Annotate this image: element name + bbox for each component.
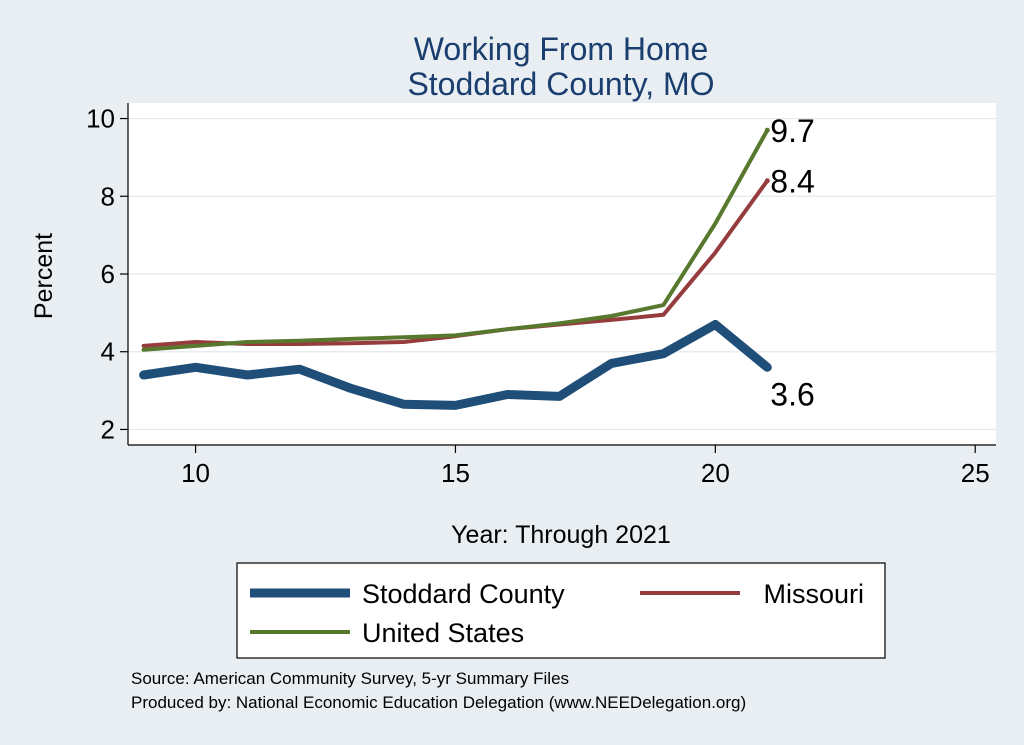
legend-label-missouri: Missouri <box>763 579 864 609</box>
series-line-united-states <box>141 128 770 352</box>
x-tick-label: 20 <box>701 458 730 488</box>
series-line-stoddard-county <box>139 320 772 410</box>
legend-items: Stoddard County Missouri United States <box>250 579 864 648</box>
end-label-united-states: 9.7 <box>770 113 814 149</box>
axis-layer: 2 4 6 8 10 10 15 20 25 <box>86 103 996 488</box>
end-marker-stoddard-county <box>764 364 771 371</box>
y-tick-label: 8 <box>101 181 115 211</box>
produced-by-note: Produced by: National Economic Education… <box>131 693 746 712</box>
grid-layer <box>128 117 996 431</box>
legend: Stoddard County Missouri United States <box>236 562 886 659</box>
legend-label-stoddard-county: Stoddard County <box>362 579 565 609</box>
source-note: Source: American Community Survey, 5-yr … <box>131 669 569 688</box>
chart-title-line-1: Working From Home <box>414 31 709 67</box>
legend-label-united-states: United States <box>362 618 524 648</box>
end-label-missouri: 8.4 <box>770 164 814 200</box>
y-axis-title: Percent <box>30 233 58 319</box>
y-tick-label: 4 <box>101 337 115 367</box>
x-axis-title: Year: Through 2021 <box>451 521 671 549</box>
y-tick-label: 6 <box>101 259 115 289</box>
y-tick-label: 10 <box>86 104 115 134</box>
x-tick-label: 10 <box>181 458 210 488</box>
x-tick-label: 25 <box>961 458 990 488</box>
series-layer <box>139 127 772 410</box>
end-marker-united-states <box>764 127 770 133</box>
label-layer: 3.6 8.4 9.7 <box>770 113 814 412</box>
x-tick-label: 15 <box>441 458 470 488</box>
end-marker-missouri <box>764 178 770 184</box>
legend-box <box>236 562 886 659</box>
end-label-stoddard-county: 3.6 <box>770 376 814 412</box>
y-tick-label: 2 <box>101 414 115 444</box>
chart-title-line-2: Stoddard County, MO <box>407 66 714 102</box>
